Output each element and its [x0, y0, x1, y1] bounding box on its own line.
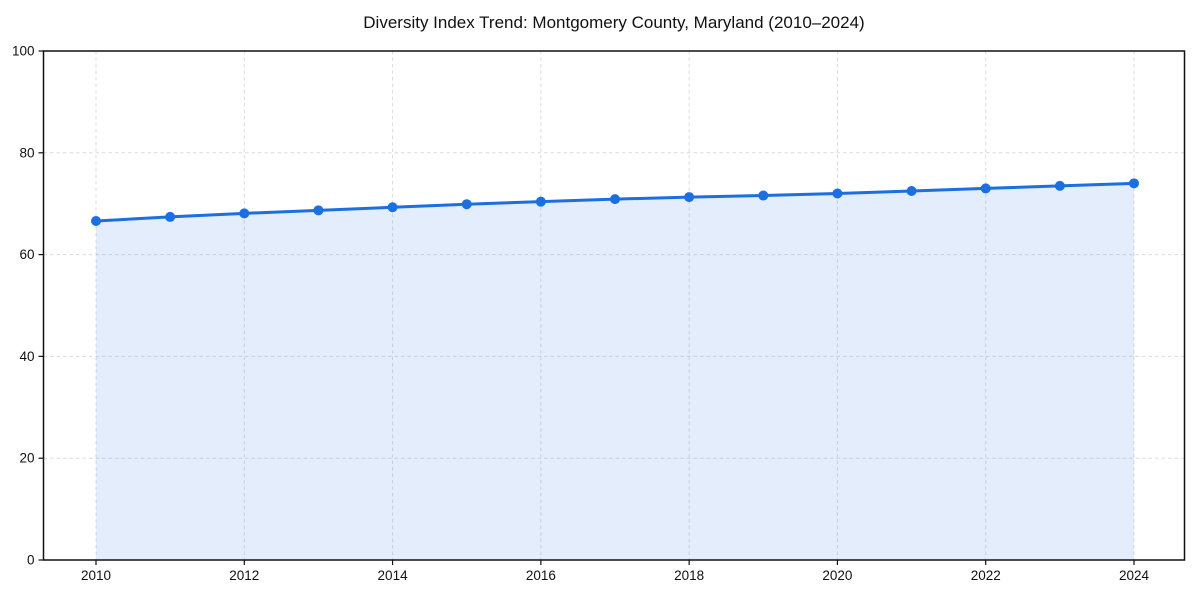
data-point-2019 [758, 190, 769, 201]
x-tick-label: 2014 [378, 568, 409, 583]
data-point-2021 [906, 185, 917, 196]
data-point-2022 [980, 183, 991, 194]
axes-frame [42, 50, 1186, 561]
grid-layer [43, 51, 1185, 560]
x-tick-label: 2024 [1119, 568, 1150, 583]
data-point-2023 [1054, 180, 1065, 191]
tick-layer [38, 50, 1135, 565]
y-tick-label: 20 [19, 451, 34, 466]
x-tick-label: 2018 [674, 568, 704, 583]
data-point-2024 [1129, 178, 1139, 189]
y-tick-label: 40 [19, 349, 34, 364]
data-point-2013 [313, 205, 324, 216]
x-tick-label: 2020 [822, 568, 852, 583]
x-tick-label: 2010 [81, 568, 111, 583]
x-tick-label: 2016 [526, 568, 556, 583]
area-fill-layer [96, 183, 1134, 560]
data-point-2012 [239, 208, 250, 219]
y-tick-label: 100 [12, 44, 35, 59]
area-fill [96, 183, 1134, 560]
x-tick-label: 2012 [229, 568, 259, 583]
data-point-2017 [610, 194, 620, 205]
data-point-2016 [535, 196, 546, 207]
data-point-2018 [684, 192, 695, 203]
axes-frame-layer [42, 50, 1186, 561]
tick-label-layer: 2010 2012 2014 2016 2018 2020 2022 2024 0 20 40 60 8… [12, 44, 1150, 584]
data-point-2011 [165, 211, 176, 222]
data-point-2014 [387, 202, 398, 213]
y-tick-label: 0 [27, 553, 35, 568]
series-layer [91, 178, 1139, 227]
chart-title: Diversity Index Trend: Montgomery County… [363, 13, 864, 32]
data-point-2020 [832, 188, 843, 199]
y-tick-label: 80 [19, 145, 34, 160]
x-tick-label: 2022 [971, 568, 1001, 583]
y-tick-label: 60 [19, 247, 34, 262]
data-point-2015 [461, 199, 472, 210]
data-point-2010 [91, 216, 101, 227]
